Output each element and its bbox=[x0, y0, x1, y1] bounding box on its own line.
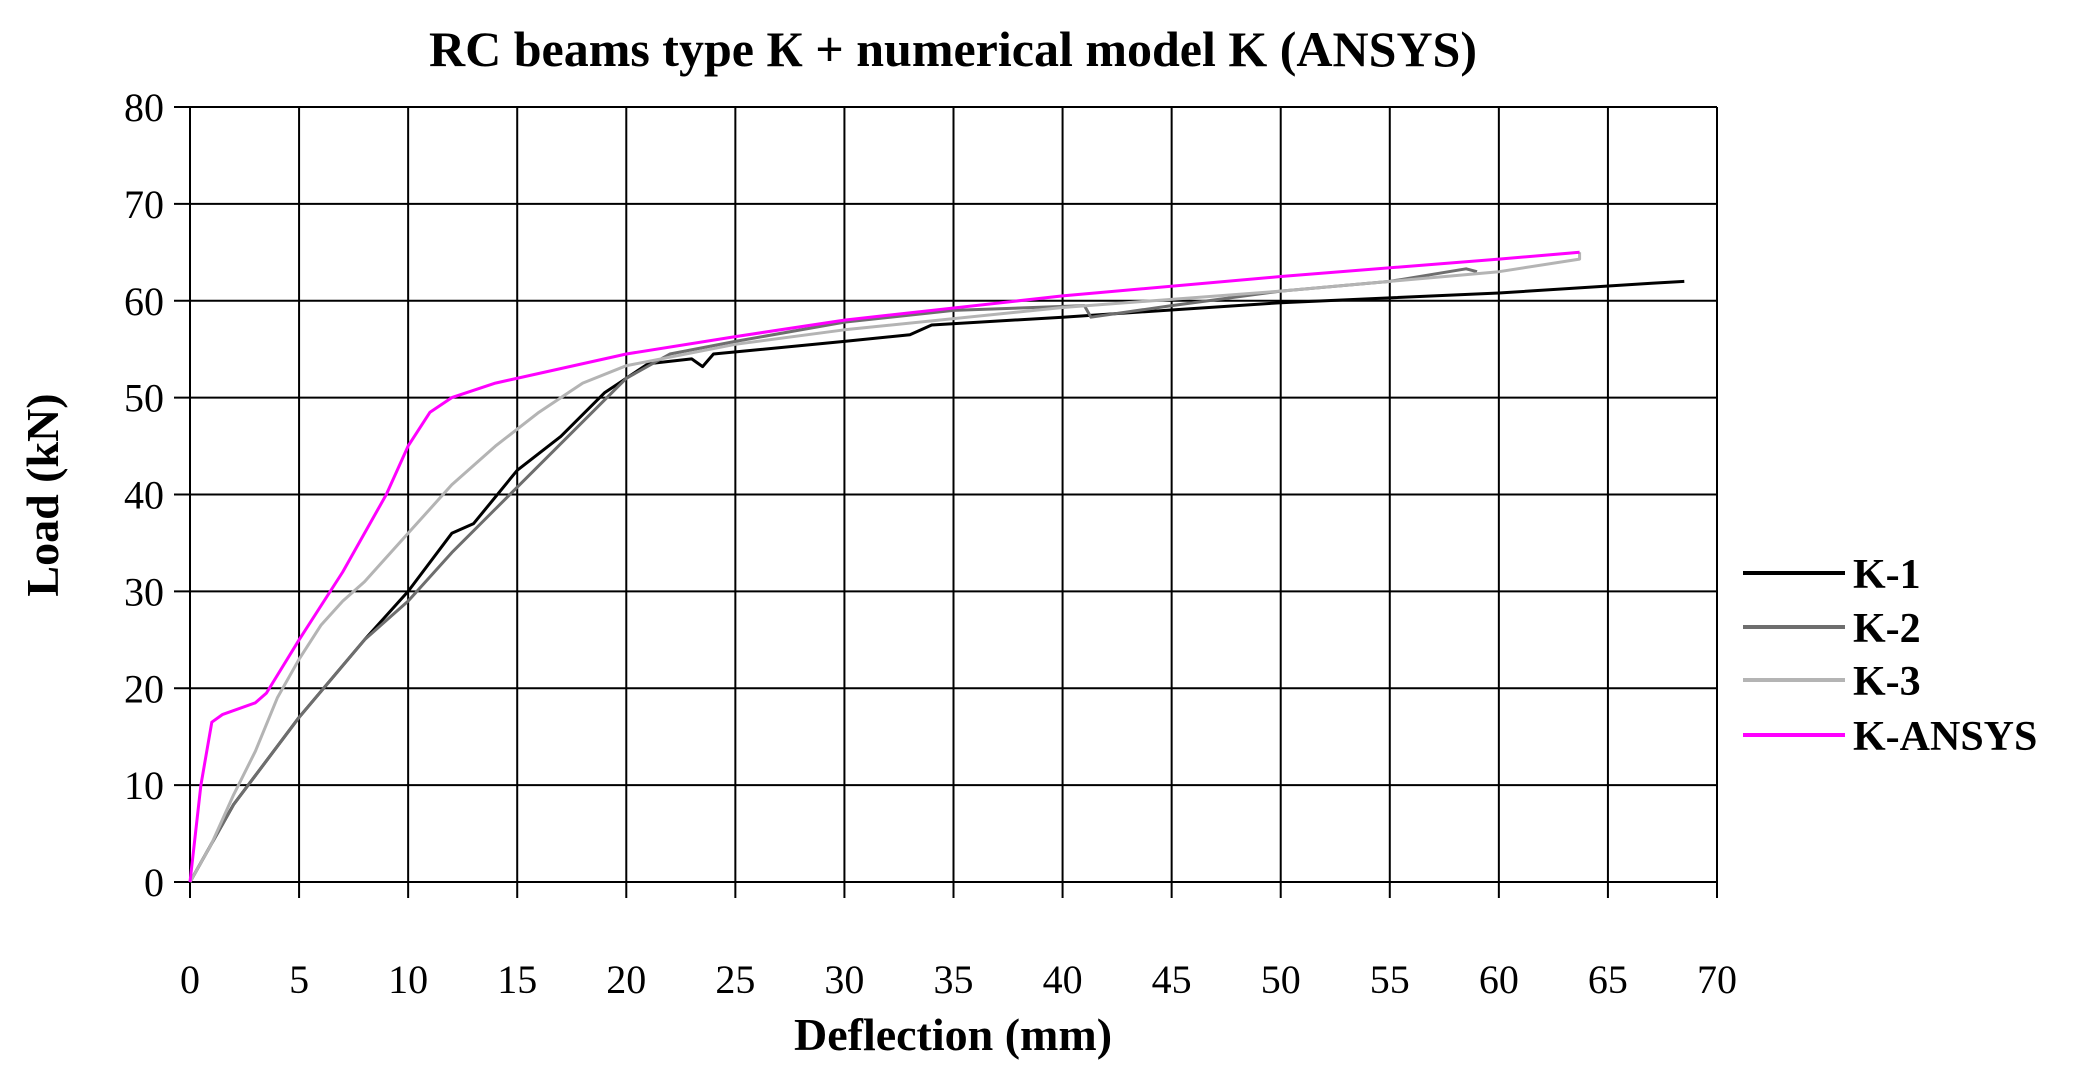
x-tick-label: 20 bbox=[606, 957, 646, 1002]
x-tick-label: 65 bbox=[1588, 957, 1628, 1002]
grid bbox=[174, 106, 1718, 898]
x-tick-label: 60 bbox=[1479, 957, 1519, 1002]
x-axis-ticks: 0 5 10 15 20 25 30 35 40 45 50 55 60 65 70 bbox=[180, 957, 1737, 1002]
x-tick-label: 45 bbox=[1152, 957, 1192, 1002]
x-tick-label: 10 bbox=[388, 957, 428, 1002]
y-tick-label: 50 bbox=[124, 376, 164, 421]
x-tick-label: 25 bbox=[715, 957, 755, 1002]
y-tick-label: 10 bbox=[124, 763, 164, 808]
y-tick-label: 30 bbox=[124, 569, 164, 614]
legend-label-k-2: K-2 bbox=[1853, 606, 1921, 652]
series-line-k-1 bbox=[188, 279, 1685, 883]
y-tick-label: 40 bbox=[124, 473, 164, 518]
y-tick-label: 0 bbox=[144, 860, 164, 905]
y-axis-ticks: 0 10 20 30 40 50 60 70 80 bbox=[124, 85, 164, 905]
x-tick-label: 0 bbox=[180, 957, 200, 1002]
legend-label-k-ansys: K-ANSYS bbox=[1853, 714, 2037, 760]
series-line-k-2 bbox=[188, 267, 1478, 883]
y-tick-label: 60 bbox=[124, 279, 164, 324]
y-tick-label: 70 bbox=[124, 182, 164, 227]
y-tick-label: 80 bbox=[124, 85, 164, 130]
x-tick-label: 35 bbox=[934, 957, 974, 1002]
y-axis-label: Load (kN) bbox=[17, 393, 68, 596]
legend-label-k-3: K-3 bbox=[1853, 659, 1921, 705]
x-tick-label: 40 bbox=[1043, 957, 1083, 1002]
y-tick-label: 20 bbox=[124, 666, 164, 711]
series-lines bbox=[188, 250, 1685, 883]
x-axis-label: Deflection (mm) bbox=[794, 1009, 1112, 1060]
x-tick-label: 55 bbox=[1370, 957, 1410, 1002]
x-tick-label: 5 bbox=[289, 957, 309, 1002]
x-tick-label: 70 bbox=[1697, 957, 1737, 1002]
x-tick-label: 30 bbox=[824, 957, 864, 1002]
x-tick-label: 15 bbox=[497, 957, 537, 1002]
chart-title: RC beams type К + numerical model K (ANS… bbox=[429, 21, 1477, 77]
legend: K-1 K-2 K-3 K-ANSYS bbox=[1743, 552, 2037, 760]
series-line-k-3 bbox=[188, 252, 1582, 883]
series-line-k-ansys bbox=[188, 250, 1580, 883]
legend-label-k-1: K-1 bbox=[1853, 552, 1921, 598]
x-tick-label: 50 bbox=[1261, 957, 1301, 1002]
